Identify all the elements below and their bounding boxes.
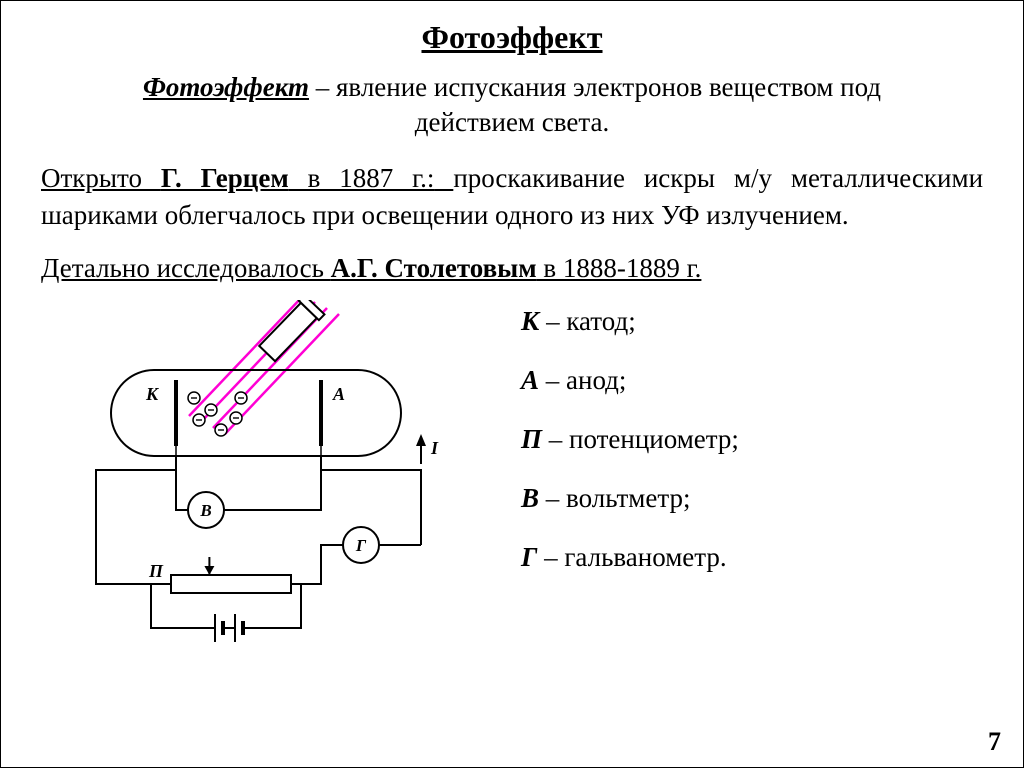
definition-block: Фотоэффект – явление испускания электрон…: [41, 70, 983, 140]
research-year: в 1888-1889 г.: [537, 253, 702, 283]
discovery-person: Г. Герцем: [161, 163, 289, 193]
legend-sym: А: [521, 365, 539, 395]
legend-txt: – вольтметр;: [539, 483, 690, 513]
page-title: Фотоэффект: [41, 19, 983, 56]
svg-text:К: К: [145, 384, 160, 404]
definition-line1: явление испускания электронов веществом …: [336, 72, 881, 102]
legend-sym: К: [521, 306, 539, 336]
svg-text:Г: Г: [355, 536, 367, 555]
discovery-underline: Открыто Г. Герцем в 1887 г.:: [41, 163, 453, 193]
discovery-year: в 1887 г.:: [289, 163, 435, 193]
legend-item: П – потенциометр;: [521, 424, 983, 455]
research-block: Детально исследовалось А.Г. Столетовым в…: [41, 253, 983, 284]
legend-sym: П: [521, 424, 542, 454]
definition-term: Фотоэффект: [143, 72, 309, 102]
legend-item: В – вольтметр;: [521, 483, 983, 514]
research-person: А.Г. Столетовым: [331, 253, 537, 283]
legend-item: Г – гальванометр.: [521, 542, 983, 573]
definition-line2: действием света.: [415, 107, 609, 137]
lower-section: КАIВГП К – катод; А – анод; П – потенцио…: [41, 300, 983, 660]
legend-txt: – катод;: [539, 306, 635, 336]
discovery-block: Открыто Г. Герцем в 1887 г.: проскакиван…: [41, 160, 983, 233]
legend-item: А – анод;: [521, 365, 983, 396]
legend-item: К – катод;: [521, 306, 983, 337]
legend-sym: Г: [521, 542, 537, 572]
circuit-diagram: К А I В Г П: [41, 300, 481, 660]
research-lead: Детально исследовалось: [41, 253, 331, 283]
svg-text:А: А: [332, 384, 345, 404]
legend-block: К – катод; А – анод; П – потенциометр; В…: [521, 300, 983, 660]
svg-text:I: I: [430, 438, 439, 458]
page-number: 7: [988, 727, 1001, 757]
legend-txt: – потенциометр;: [542, 424, 739, 454]
discovery-lead: Открыто: [41, 163, 161, 193]
legend-txt: – гальванометр.: [537, 542, 726, 572]
svg-text:П: П: [148, 561, 164, 581]
svg-text:В: В: [199, 501, 211, 520]
legend-txt: – анод;: [539, 365, 626, 395]
definition-dash: –: [309, 72, 336, 102]
legend-sym: В: [521, 483, 539, 513]
